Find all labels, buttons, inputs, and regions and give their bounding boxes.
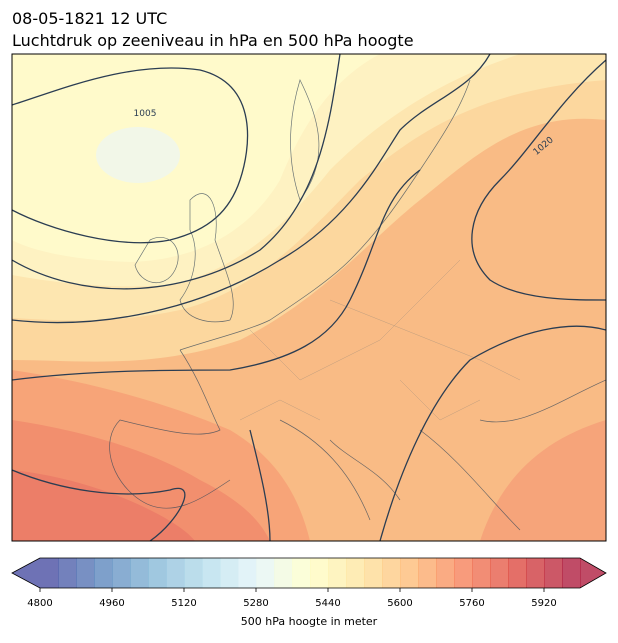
colorbar-bin bbox=[148, 558, 167, 588]
colorbar-bin bbox=[436, 558, 455, 588]
title-line: Luchtdruk op zeeniveau in hPa en 500 hPa… bbox=[12, 31, 414, 50]
colorbar-tick-label: 5920 bbox=[531, 598, 556, 609]
colorbar-bin bbox=[274, 558, 293, 588]
colorbar-bin bbox=[400, 558, 419, 588]
map-frame bbox=[11, 53, 607, 542]
colorbar-bin bbox=[202, 558, 221, 588]
colorbar-bin bbox=[184, 558, 203, 588]
colorbar-outline bbox=[11, 557, 607, 589]
title-line: 08-05-1821 12 UTC bbox=[12, 9, 167, 28]
colorbar-bin bbox=[130, 558, 149, 588]
colorbar-bin bbox=[310, 558, 329, 588]
map bbox=[12, 54, 606, 541]
colorbar-extend-high bbox=[580, 558, 606, 588]
colorbar-bin bbox=[256, 558, 275, 588]
colorbar-label: 500 hPa hoogte in meter bbox=[241, 615, 378, 628]
colorbar-bin bbox=[328, 558, 347, 588]
colorbar-bin bbox=[76, 558, 95, 588]
colorbar-bin bbox=[490, 558, 509, 588]
colorbar-bin bbox=[454, 558, 473, 588]
colorbar-bin bbox=[58, 558, 77, 588]
colorbar-bin bbox=[544, 558, 563, 588]
colorbar-bin bbox=[346, 558, 365, 588]
colorbar-bin bbox=[382, 558, 401, 588]
colorbar-bin bbox=[526, 558, 545, 588]
colorbar-tick-label: 5280 bbox=[243, 598, 268, 609]
colorbar-bin bbox=[238, 558, 257, 588]
colorbar-bin bbox=[220, 558, 239, 588]
colorbar-tick-label: 5440 bbox=[315, 598, 340, 609]
colorbar-bin bbox=[166, 558, 185, 588]
colorbar-bin bbox=[472, 558, 491, 588]
colorbar-bin bbox=[40, 558, 59, 588]
colorbar-extend-low bbox=[12, 558, 40, 588]
colorbar-tick-label: 5600 bbox=[387, 598, 412, 609]
colorbar-bin bbox=[94, 558, 113, 588]
colorbar-tick-label: 4960 bbox=[99, 598, 124, 609]
colorbar-bin bbox=[418, 558, 437, 588]
colorbar-bin bbox=[508, 558, 527, 588]
colorbar-bin bbox=[364, 558, 383, 588]
colorbar-tick-label: 4800 bbox=[27, 598, 52, 609]
colorbar-bin bbox=[112, 558, 131, 588]
colorbar-bin bbox=[562, 558, 581, 588]
contour-label: 1005 bbox=[134, 109, 157, 119]
colorbar-bin bbox=[292, 558, 311, 588]
colorbar-tick-label: 5760 bbox=[459, 598, 484, 609]
colorbar-tick-label: 5120 bbox=[171, 598, 196, 609]
